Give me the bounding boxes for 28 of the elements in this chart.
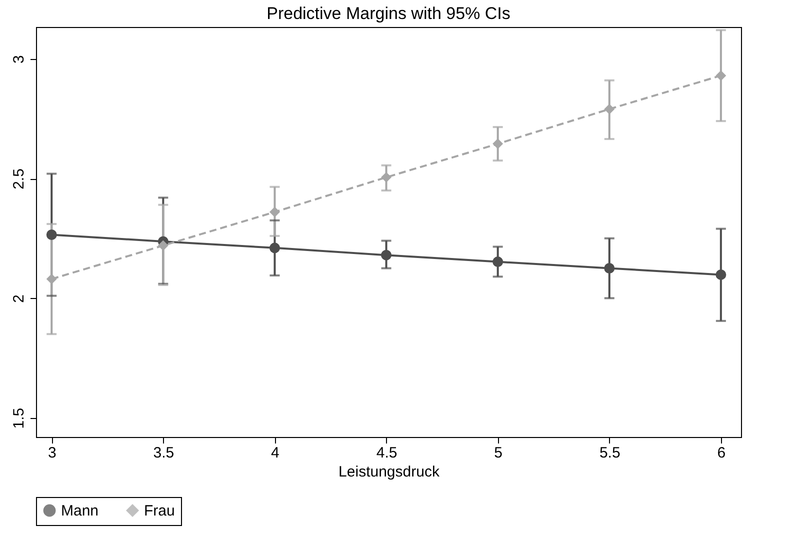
y-tick-label: 2 [10, 294, 28, 303]
point [716, 269, 726, 280]
point [604, 104, 615, 114]
x-tick-label: 5.5 [599, 444, 620, 462]
point [269, 242, 280, 254]
x-tick-label: 5 [494, 444, 502, 462]
x-tick-label: 3.5 [153, 444, 174, 462]
point [381, 250, 392, 260]
point [269, 206, 280, 218]
x-tick-label: 3 [48, 444, 56, 462]
y-tick-label: 2.5 [10, 168, 28, 190]
point [716, 70, 726, 81]
x-tick-label: 4.5 [376, 444, 398, 462]
point [46, 230, 57, 240]
x-tick-label: 4 [271, 444, 280, 462]
point [46, 274, 57, 284]
x-tick-label: 6 [717, 444, 726, 462]
point [381, 172, 392, 183]
point [492, 256, 504, 268]
point [492, 138, 504, 150]
point [604, 263, 615, 274]
point [158, 240, 168, 251]
legend-label: Mann [61, 502, 99, 520]
y-tick-label: 3 [10, 55, 28, 64]
legend-label: Frau [144, 502, 175, 520]
y-tick-label: 1.5 [10, 408, 28, 429]
chart-title: Predictive Margins with 95% CIs [266, 4, 510, 23]
x-axis-title: Leistungsdruck [338, 464, 440, 480]
